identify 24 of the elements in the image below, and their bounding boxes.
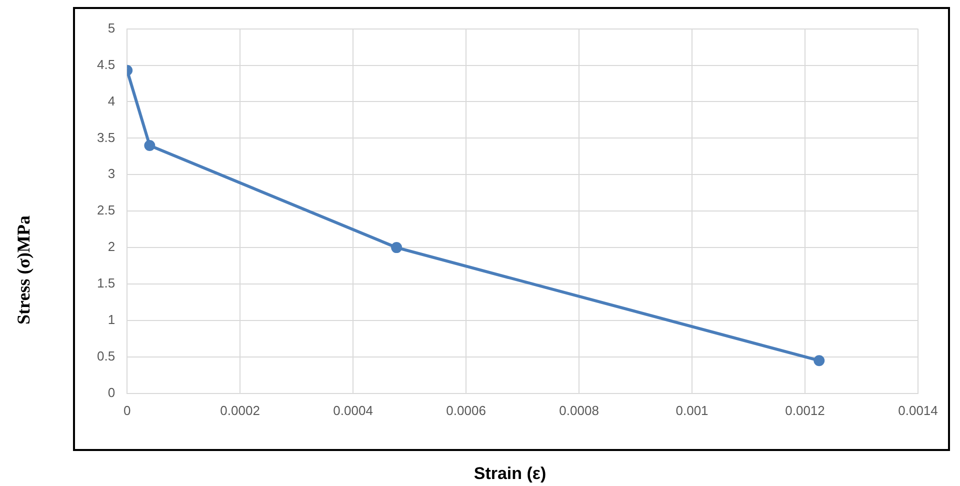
y-tick-label: 2.5: [96, 202, 116, 218]
y-tick-label: 1: [108, 312, 116, 328]
x-tick-label: 0: [123, 402, 131, 418]
y-tick-label: 4.5: [96, 56, 116, 72]
x-tick-label: 0.0014: [898, 402, 938, 418]
y-tick-label: 3.5: [96, 130, 116, 145]
y-tick-label: 3: [108, 166, 116, 182]
x-tick-label: 0.0004: [333, 402, 373, 418]
y-axis-title: Stress (σ)MPa: [14, 216, 34, 324]
x-tick-label: 0.001: [676, 402, 708, 418]
y-tick-label: 0: [108, 384, 116, 400]
point: [814, 355, 825, 366]
x-tick-label: 0.0002: [220, 402, 260, 418]
y-tick-label: 1.5: [96, 276, 116, 291]
x-axis-title: Strain (ε): [474, 464, 546, 484]
point: [144, 140, 156, 151]
y-tick-label: 0.5: [96, 348, 116, 364]
y-tick-label: 2: [108, 239, 116, 254]
x-tick-label: 0.0006: [446, 402, 486, 418]
point: [391, 242, 402, 254]
y-tick-label: 4: [108, 93, 116, 108]
y-tick-label: 5: [108, 20, 116, 36]
x-tick-label: 0.0008: [559, 402, 599, 418]
x-tick-label: 0.0012: [785, 402, 825, 418]
